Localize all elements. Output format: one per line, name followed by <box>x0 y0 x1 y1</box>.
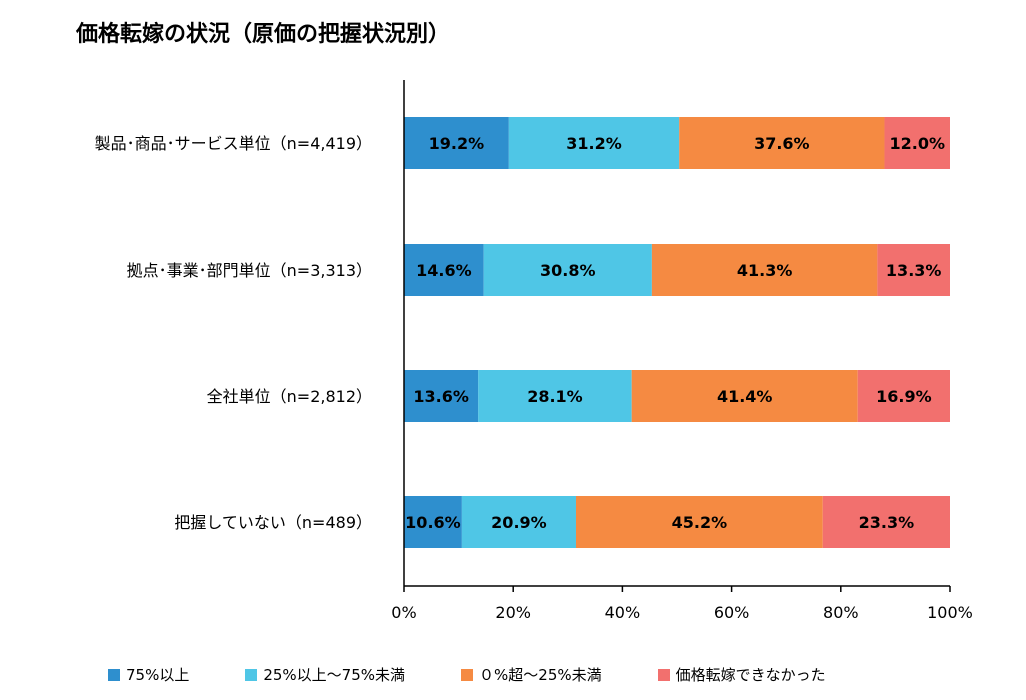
data-label: 13.6% <box>413 387 469 406</box>
legend-item: 25%以上～75%未満 <box>245 664 405 685</box>
bar-segment <box>679 117 885 169</box>
data-label: 30.8% <box>540 261 596 280</box>
legend-label: 25%以上～75%未満 <box>263 666 406 684</box>
data-label: 14.6% <box>416 261 472 280</box>
legend-item: 価格転嫁できなかった <box>657 664 826 685</box>
data-label: 31.2% <box>566 134 622 153</box>
legend: 75%以上 25%以上～75%未満 ０%超～25%未満 価格転嫁できなかった <box>108 664 882 685</box>
data-label: 10.6% <box>405 513 461 532</box>
bar-segment <box>404 370 479 422</box>
data-label: 45.2% <box>672 513 728 532</box>
legend-swatch <box>657 668 670 681</box>
category-label: 製品･商品･サービス単位（n=4,419） <box>95 134 372 153</box>
data-label: 19.2% <box>429 134 485 153</box>
legend-item: 75%以上 <box>108 664 189 685</box>
x-tick-label: 100% <box>927 603 973 622</box>
legend-swatch <box>108 668 120 681</box>
bar-segment <box>508 117 680 169</box>
data-label: 41.3% <box>737 261 793 280</box>
legend-label: ０%超～25%未満 <box>479 666 602 684</box>
bar-segment <box>461 496 576 548</box>
category-label: 拠点･事業･部門単位（n=3,313） <box>127 261 372 280</box>
legend-swatch <box>461 668 474 681</box>
data-label: 28.1% <box>527 387 583 406</box>
stacked-bar-chart: 製品･商品･サービス単位（n=4,419） 19.2% 31.2% 37.6% 12.0… <box>95 80 973 622</box>
data-label: 41.4% <box>717 387 773 406</box>
chart-title: 価格転嫁の状況（原価の把握状況別） <box>76 22 451 47</box>
legend-swatch <box>245 668 258 681</box>
bar-segment <box>651 244 878 296</box>
legend-label: 価格転嫁できなかった <box>675 666 826 684</box>
x-tick-label: 60% <box>714 603 750 622</box>
data-label: 23.3% <box>859 513 915 532</box>
x-tick-label: 80% <box>823 603 859 622</box>
x-tick-label: 20% <box>495 603 531 622</box>
bar-segment <box>575 496 823 548</box>
legend-label: 75%以上 <box>126 666 190 684</box>
x-tick-label: 0% <box>391 603 416 622</box>
bar-segment <box>404 117 509 169</box>
bar-segment <box>822 496 950 548</box>
data-label: 20.9% <box>491 513 547 532</box>
bar-segment <box>478 370 632 422</box>
bar-segment <box>631 370 858 422</box>
bar-segment <box>483 244 652 296</box>
x-tick-label: 40% <box>605 603 641 622</box>
data-label: 13.3% <box>886 261 942 280</box>
data-label: 12.0% <box>889 134 945 153</box>
category-label: 把握していない（n=489） <box>174 513 372 532</box>
bar-segment <box>884 117 950 169</box>
bar-segment <box>857 370 950 422</box>
bar-segment <box>877 244 950 296</box>
data-label: 16.9% <box>876 387 932 406</box>
legend-item: ０%超～25%未満 <box>461 664 602 685</box>
data-label: 37.6% <box>754 134 810 153</box>
bar-segment <box>404 496 462 548</box>
bar-segment <box>404 244 484 296</box>
category-label: 全社単位（n=2,812） <box>207 387 372 406</box>
